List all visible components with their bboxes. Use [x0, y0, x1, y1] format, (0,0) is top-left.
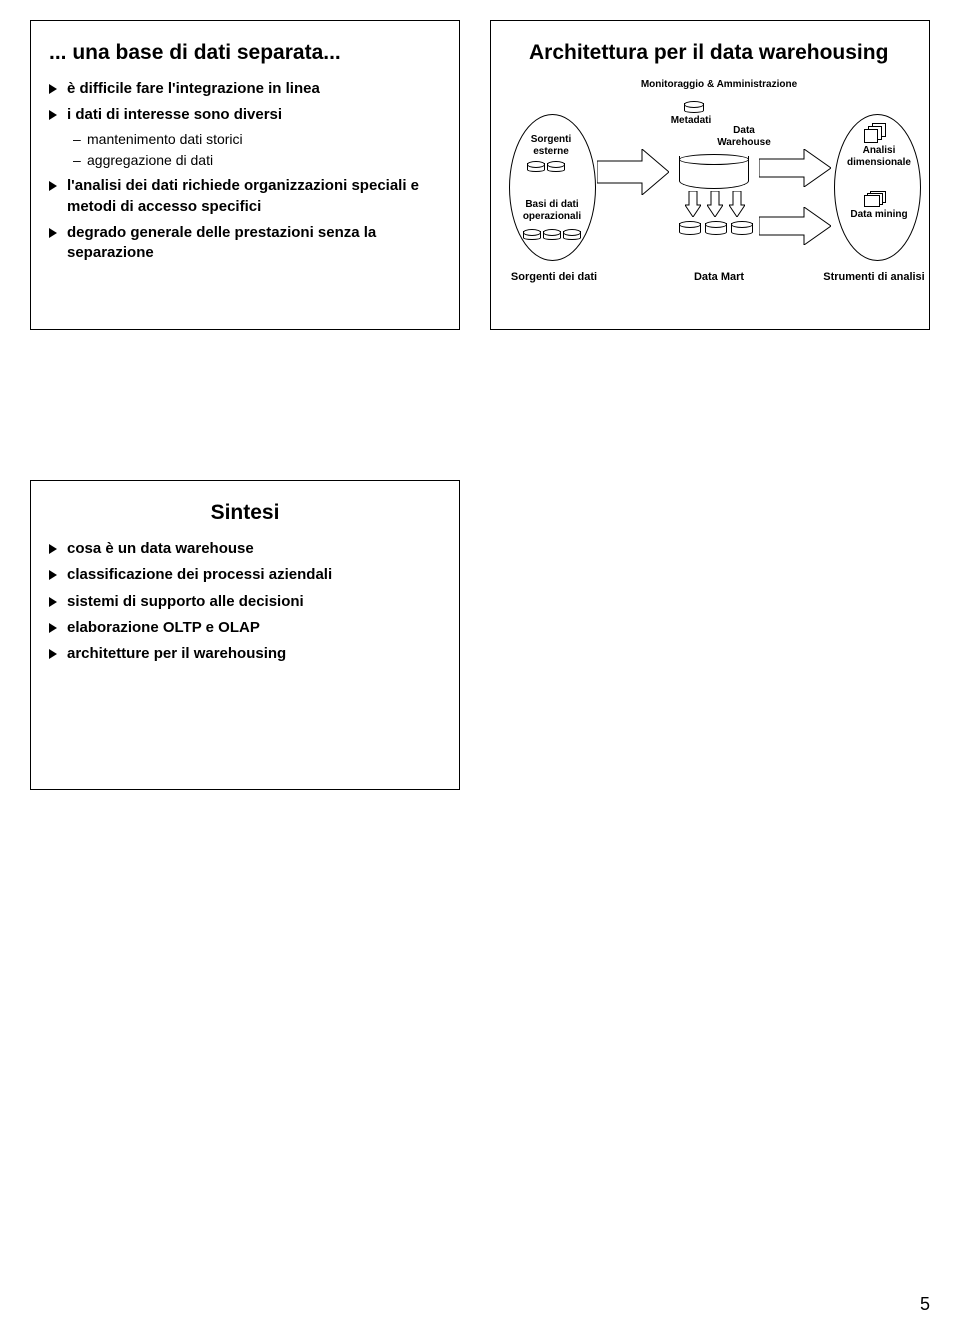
bullet-item: sistemi di supporto alle decisioni [49, 592, 441, 612]
slide-3: Sintesi cosa è un data warehouse classif… [30, 480, 460, 790]
op-cyl-icon [543, 229, 561, 240]
bullet-item: degrado generale delle prestazioni senza… [49, 223, 441, 264]
label-data-mart: Data Mart [684, 271, 754, 284]
sub-item: aggregazione di dati [73, 151, 441, 170]
bullet-text: l'analisi dei dati richiede organizzazio… [67, 177, 419, 214]
slide-1: ... una base di dati separata... è diffi… [30, 20, 460, 330]
page-number: 5 [920, 1294, 930, 1315]
mart-cyl-icon [731, 221, 753, 235]
slide-3-list: cosa è un data warehouse classificazione… [49, 539, 441, 664]
label-data-warehouse: Data Warehouse [709, 125, 779, 149]
slide-1-list: è difficile fare l'integrazione in linea… [49, 79, 441, 263]
bullet-text: i dati di interesse sono diversi [67, 106, 282, 123]
slide-2-title: Architettura per il data warehousing [529, 41, 911, 65]
mart-cyl-icon [705, 221, 727, 235]
label-sorgenti-dati: Sorgenti dei dati [504, 271, 604, 284]
text: Sorgenti esterne [531, 134, 572, 157]
dw-architecture-diagram: Monitoraggio & Amministrazione Metadati … [509, 79, 911, 319]
bullet-item: cosa è un data warehouse [49, 539, 441, 559]
op-cyl-icon [523, 229, 541, 240]
bullet-item: l'analisi dei dati richiede organizzazio… [49, 176, 441, 217]
arrow-icon [759, 207, 831, 245]
bullet-item: elaborazione OLTP e OLAP [49, 618, 441, 638]
text: Data Warehouse [717, 125, 771, 148]
sub-item: mantenimento dati storici [73, 130, 441, 149]
slide-2: Architettura per il data warehousing Mon… [490, 20, 930, 330]
op-cyl-icon [563, 229, 581, 240]
slide-1-title: ... una base di dati separata... [49, 41, 441, 65]
source-cyl-icon [527, 161, 545, 172]
slide-3-title: Sintesi [49, 501, 441, 525]
bullet-text: è difficile fare l'integrazione in linea [67, 80, 320, 97]
text: Basi di dati operazionali [523, 199, 581, 222]
bullet-item: è difficile fare l'integrazione in linea [49, 79, 441, 99]
bullet-item: classificazione dei processi aziendali [49, 565, 441, 585]
label-analisi-dim: Analisi dimensionale [844, 145, 914, 169]
label-basi-dati-op: Basi di dati operazionali [516, 199, 588, 223]
label-strumenti: Strumenti di analisi [814, 271, 934, 284]
arrow-icon [759, 149, 831, 187]
arrow-icon [597, 149, 669, 195]
down-arrow-icon [729, 191, 745, 217]
mart-cyl-icon [679, 221, 701, 235]
bullet-item: i dati di interesse sono diversi manteni… [49, 105, 441, 170]
label-monitoring: Monitoraggio & Amministrazione [619, 79, 819, 91]
metadati-cylinder-icon [684, 101, 704, 113]
label-data-mining: Data mining [844, 209, 914, 221]
sub-list: mantenimento dati storici aggregazione d… [73, 130, 441, 171]
down-arrow-icon [707, 191, 723, 217]
down-arrow-icon [685, 191, 701, 217]
source-cyl-icon [547, 161, 565, 172]
dw-cylinder-icon [679, 154, 749, 189]
label-sorgenti-esterne: Sorgenti esterne [521, 134, 581, 158]
bullet-text: degrado generale delle prestazioni senza… [67, 224, 376, 261]
bullet-item: architetture per il warehousing [49, 644, 441, 664]
text: Analisi dimensionale [847, 145, 911, 168]
